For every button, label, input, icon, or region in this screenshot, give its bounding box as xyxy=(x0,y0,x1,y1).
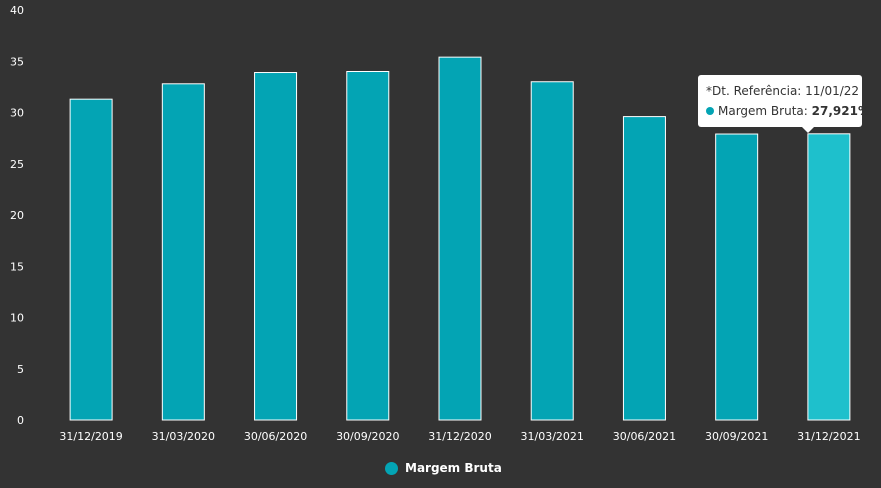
x-tick-label: 31/12/2020 xyxy=(428,430,491,443)
bars xyxy=(69,56,851,421)
bar[interactable] xyxy=(807,133,851,421)
y-tick-label: 25 xyxy=(10,158,24,171)
bar[interactable] xyxy=(346,71,390,421)
tooltip-arrow xyxy=(801,126,815,133)
tooltip-value: 27,921% xyxy=(811,104,870,118)
tooltip-series-label: Margem Bruta: xyxy=(718,104,808,118)
y-tick-label: 30 xyxy=(10,107,24,120)
y-axis: 0 5 10 15 20 25 30 35 40 xyxy=(10,4,24,427)
legend-swatch-icon xyxy=(385,461,398,475)
x-tick-label: 30/09/2020 xyxy=(336,430,399,443)
chart-tooltip: *Dt. Referência: 11/01/22 Margem Bruta: … xyxy=(698,75,870,127)
x-tick-label: 30/06/2020 xyxy=(244,430,307,443)
y-tick-label: 10 xyxy=(10,312,24,325)
chart-legend[interactable]: Margem Bruta xyxy=(385,460,502,476)
bar[interactable] xyxy=(622,116,666,421)
y-tick-label: 0 xyxy=(17,414,24,427)
x-tick-label: 30/09/2021 xyxy=(705,430,768,443)
x-tick-label: 31/12/2021 xyxy=(797,430,860,443)
bar[interactable] xyxy=(530,81,574,421)
bar[interactable] xyxy=(161,83,205,421)
y-tick-label: 40 xyxy=(10,4,24,17)
tooltip-reference-date: *Dt. Referência: 11/01/22 xyxy=(706,84,860,98)
y-tick-label: 5 xyxy=(17,363,24,376)
bar[interactable] xyxy=(69,98,113,421)
bar[interactable] xyxy=(254,72,298,421)
y-tick-label: 15 xyxy=(10,260,24,273)
y-tick-label: 20 xyxy=(10,209,24,222)
bar[interactable] xyxy=(715,133,759,421)
tooltip-series-row: Margem Bruta: 27,921% xyxy=(706,101,870,121)
x-tick-label: 31/03/2021 xyxy=(521,430,584,443)
x-tick-label: 31/03/2020 xyxy=(152,430,215,443)
bar[interactable] xyxy=(438,56,482,421)
legend-label[interactable]: Margem Bruta xyxy=(405,461,502,475)
x-axis: 31/12/2019 31/03/2020 30/06/2020 30/09/2020… xyxy=(59,430,860,443)
y-tick-label: 35 xyxy=(10,55,24,68)
x-tick-label: 31/12/2019 xyxy=(59,430,122,443)
series-dot-icon xyxy=(706,107,714,115)
x-tick-label: 30/06/2021 xyxy=(613,430,676,443)
